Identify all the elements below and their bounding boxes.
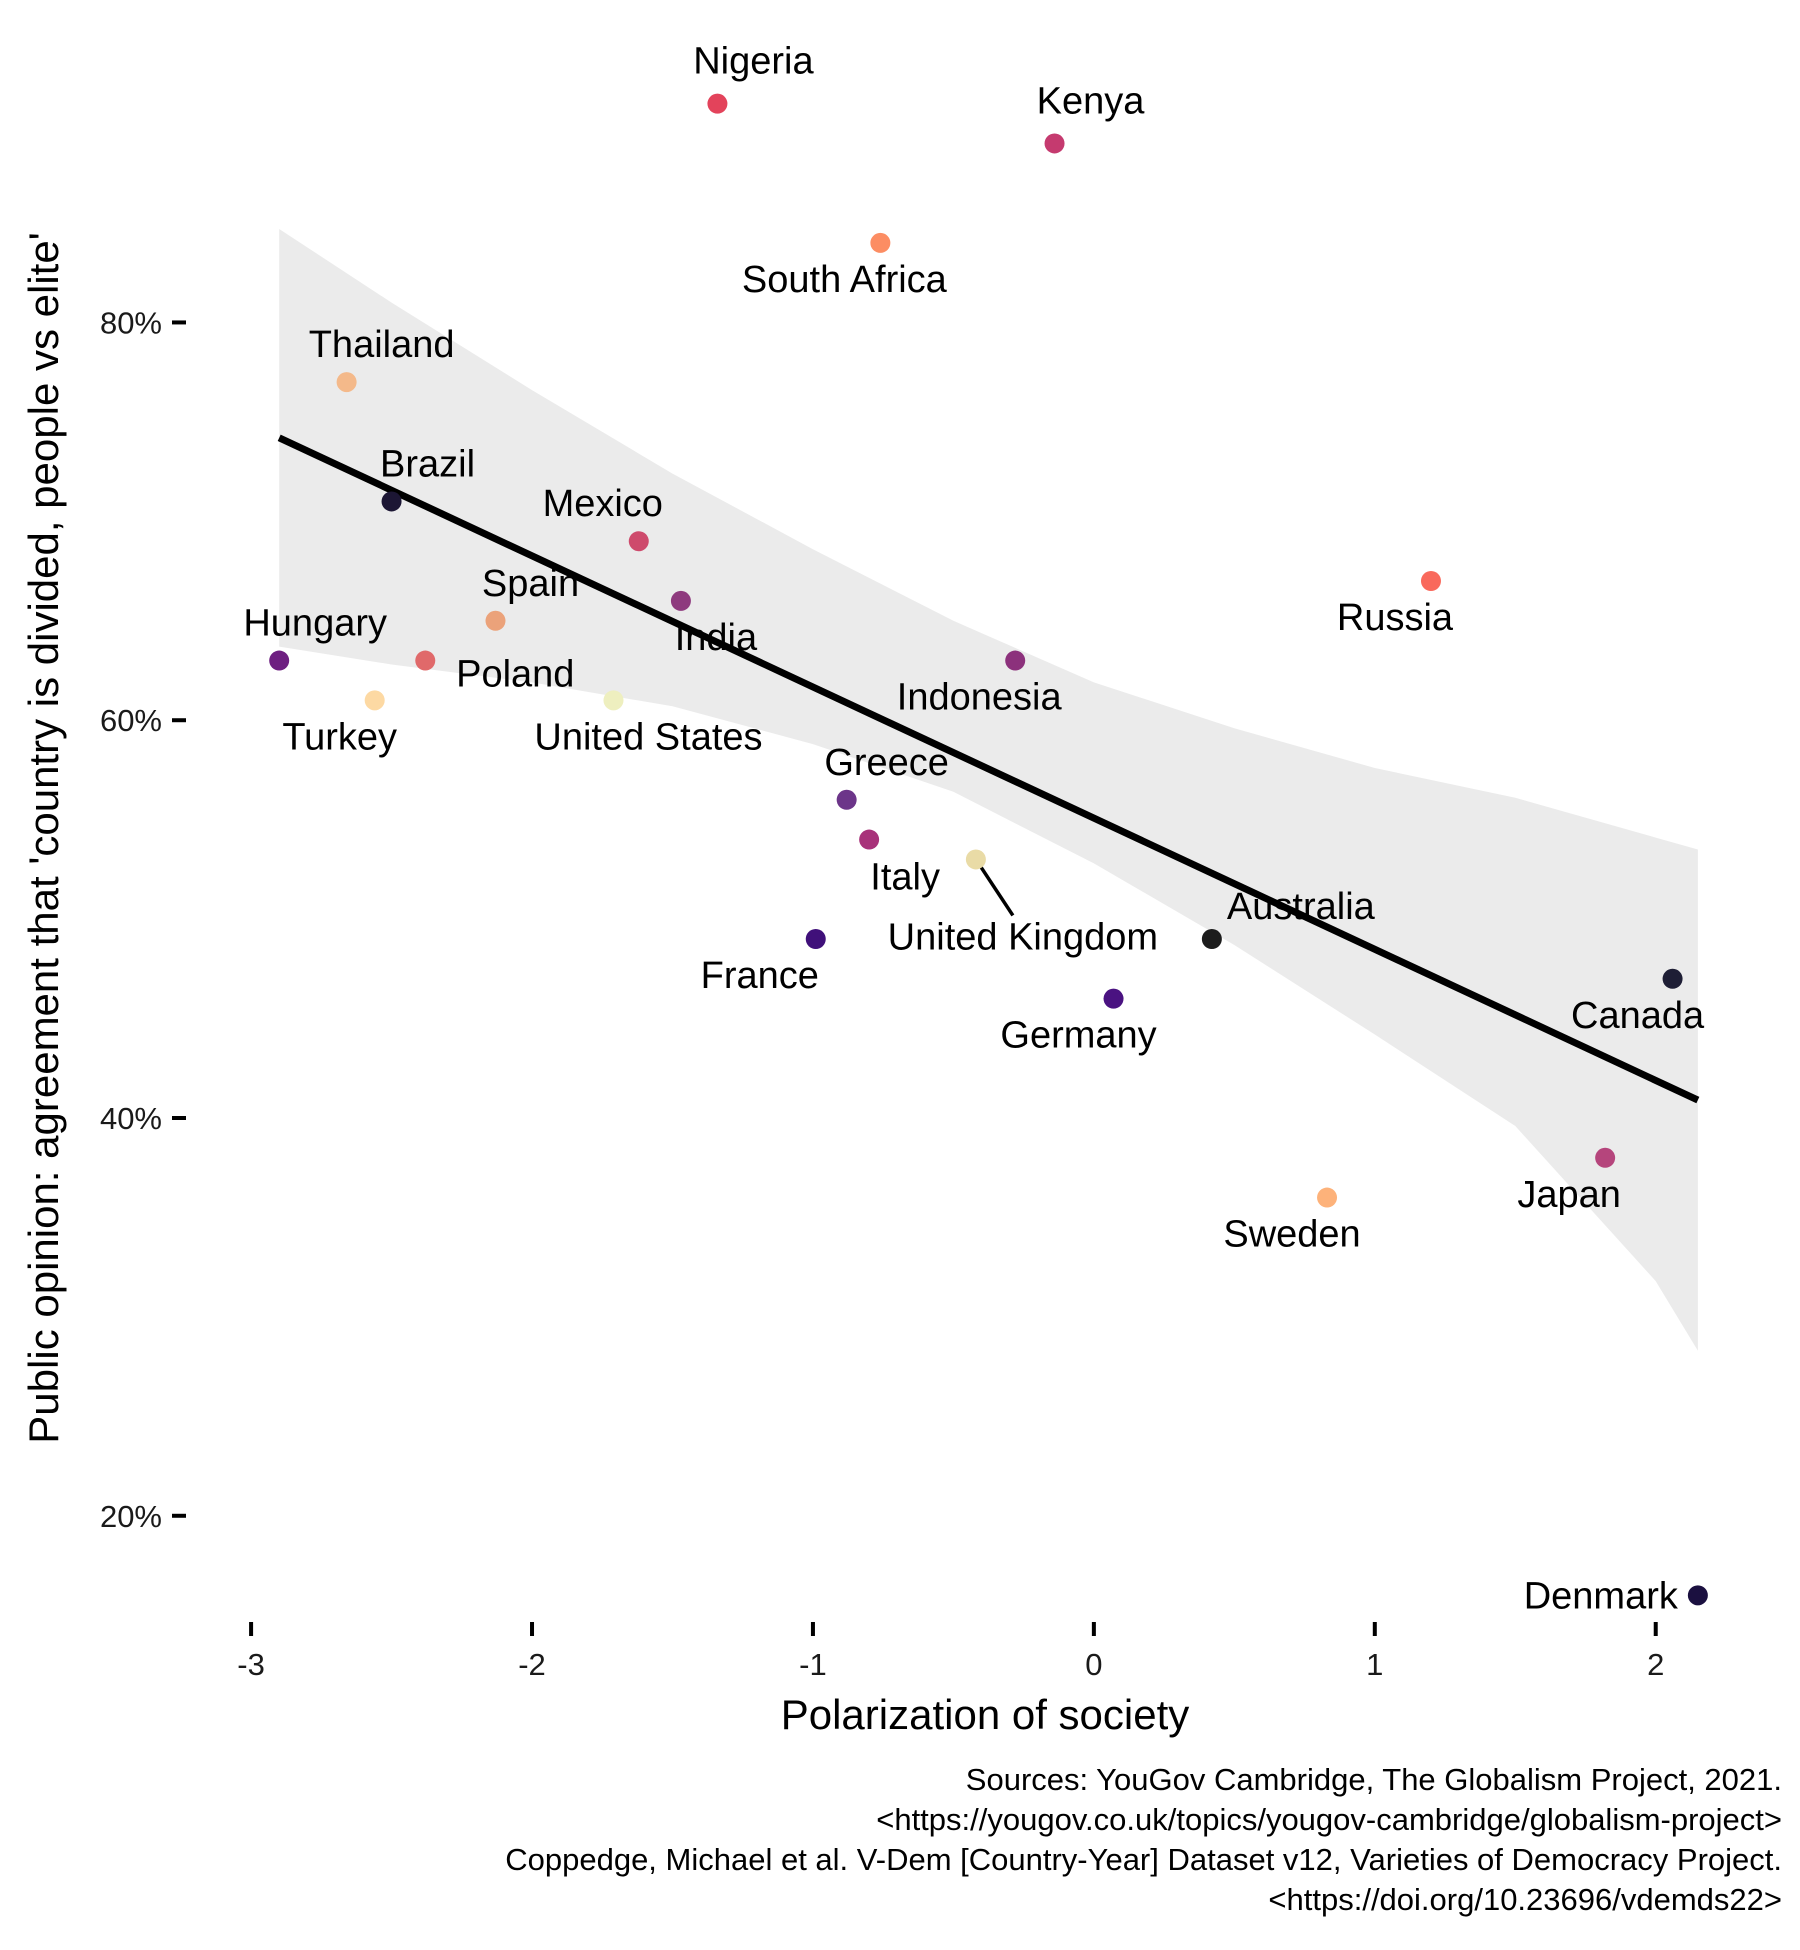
x-tick-label: -2 (518, 1647, 546, 1682)
label-italy: Italy (870, 857, 940, 899)
point-indonesia (1005, 650, 1026, 671)
caption-line-4: <https://doi.org/10.23696/vdemds22> (1268, 1882, 1782, 1917)
point-canada (1662, 968, 1683, 989)
label-denmark: Denmark (1524, 1575, 1679, 1617)
label-south-africa: South Africa (742, 259, 948, 301)
label-turkey: Turkey (282, 716, 397, 758)
point-poland (415, 650, 436, 671)
label-brazil: Brazil (380, 443, 475, 485)
label-poland: Poland (456, 654, 574, 696)
point-sweden (1317, 1187, 1338, 1208)
label-australia: Australia (1227, 886, 1376, 928)
point-australia (1201, 929, 1222, 949)
label-kenya: Kenya (1037, 80, 1146, 122)
point-south-africa (870, 232, 891, 253)
confidence-band-layer (279, 229, 1698, 1351)
confidence-band (279, 229, 1698, 1351)
label-united-states: United States (534, 716, 762, 758)
label-thailand: Thailand (309, 324, 455, 366)
label-canada: Canada (1571, 995, 1705, 1037)
y-tick-label: 60% (100, 703, 162, 738)
point-hungary (269, 650, 290, 671)
label-sweden: Sweden (1223, 1214, 1360, 1256)
label-japan: Japan (1517, 1174, 1621, 1216)
point-denmark (1687, 1585, 1708, 1606)
x-tick-label: 1 (1366, 1647, 1383, 1682)
x-tick-label: -3 (237, 1647, 265, 1682)
label-russia: Russia (1337, 597, 1454, 639)
label-nigeria: Nigeria (693, 41, 814, 83)
label-spain: Spain (482, 563, 579, 605)
leader-line-united-kingdom (978, 864, 1015, 917)
label-united-kingdom: United Kingdom (888, 916, 1158, 958)
point-mexico (628, 531, 649, 552)
y-tick-label: 40% (100, 1101, 162, 1136)
point-spain (485, 610, 506, 631)
label-mexico: Mexico (543, 483, 663, 525)
y-tick-label: 80% (100, 305, 162, 340)
trend-line (277, 434, 1700, 1104)
label-germany: Germany (1000, 1015, 1156, 1057)
label-greece: Greece (824, 742, 949, 784)
caption-line-2: <https://yougov.co.uk/topics/yougov-camb… (876, 1802, 1782, 1837)
trend-line-layer (277, 434, 1700, 1104)
point-united-states (603, 690, 624, 711)
caption-line-1: Sources: YouGov Cambridge, The Globalism… (966, 1762, 1782, 1797)
point-italy (859, 829, 880, 850)
axes: 20% 40% 60% 80% -3 -2 -1 0 1 2 (100, 305, 1664, 1682)
x-tick-label: 0 (1085, 1647, 1102, 1682)
label-hungary: Hungary (243, 603, 387, 645)
point-thailand (336, 372, 357, 393)
label-france: France (701, 955, 819, 997)
point-turkey (364, 690, 385, 711)
point-nigeria (707, 93, 728, 114)
point-labels: Nigeria Kenya South Africa Thailand Brazil Me… (243, 41, 1705, 1618)
point-france (805, 929, 826, 949)
point-united-kingdom (965, 849, 986, 870)
point-greece (836, 789, 857, 810)
label-leader-lines (978, 864, 1015, 917)
point-germany (1103, 988, 1124, 1009)
point-kenya (1044, 133, 1065, 154)
label-indonesia: Indonesia (897, 677, 1063, 719)
x-axis-title: Polarization of society (781, 1691, 1190, 1738)
point-japan (1595, 1147, 1616, 1168)
x-tick-label: 2 (1647, 1647, 1664, 1682)
label-india: India (675, 617, 758, 659)
y-axis-title: Public opinion: agreement that 'country … (20, 232, 67, 1443)
y-tick-label: 20% (100, 1499, 162, 1534)
data-points (269, 93, 1708, 1606)
caption-line-3: Coppedge, Michael et al. V-Dem [Country-… (505, 1842, 1782, 1877)
x-tick-label: -1 (799, 1647, 827, 1682)
point-india (670, 590, 691, 611)
point-brazil (381, 491, 402, 512)
point-russia (1420, 571, 1441, 591)
